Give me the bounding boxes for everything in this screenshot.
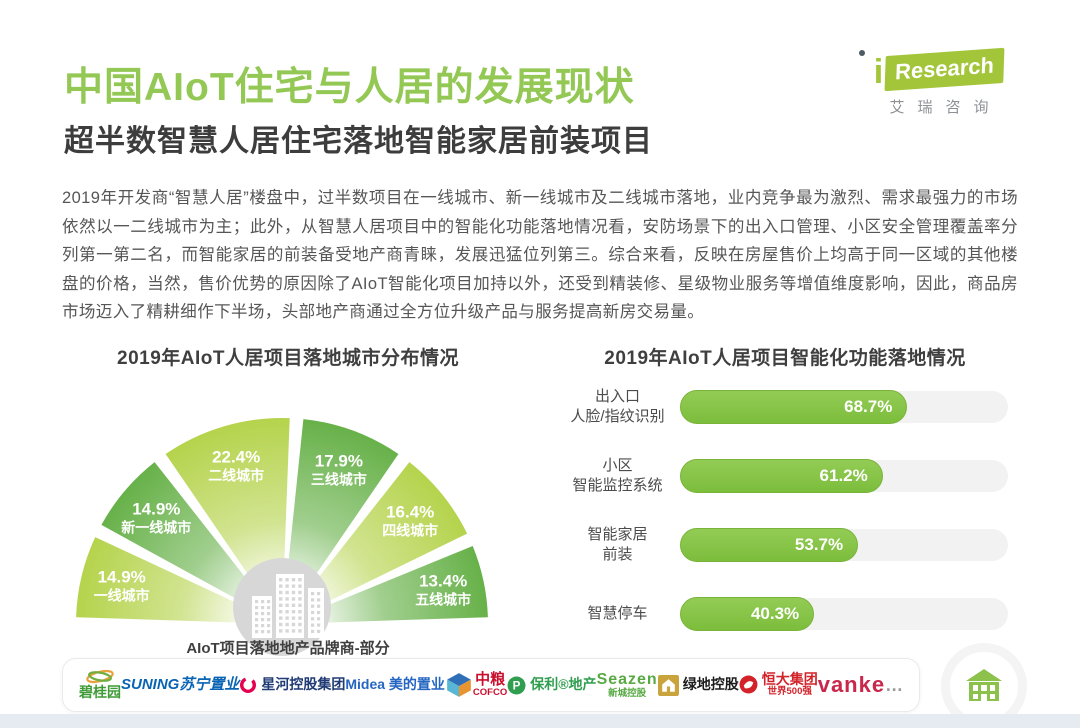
fan-segment bbox=[282, 462, 468, 624]
bar-label: 智慧停车 bbox=[587, 604, 648, 622]
ring-icon bbox=[240, 676, 257, 694]
brand-cube bbox=[445, 672, 473, 698]
summary-paragraph: 2019年开发商“智慧人居”楼盘中，过半数项目在一线城市、新一线城市及二线城市落… bbox=[62, 189, 1018, 322]
bar-fill: 68.7% bbox=[680, 390, 908, 424]
bar-value: 53.7% bbox=[794, 535, 844, 554]
brands-strip: 碧桂园 SUNING苏宁置业 星河控股集团 Midea 美的置业 中粮 COFCO P 保利®… bbox=[62, 658, 920, 712]
fan-segment-value: 16.4% bbox=[386, 503, 434, 522]
brand-name: 碧桂园 bbox=[79, 684, 121, 701]
fan-segment-label: 三线城市 bbox=[311, 471, 367, 487]
fan-segment-label: 新一线城市 bbox=[121, 520, 191, 536]
buildings-icon bbox=[252, 574, 324, 638]
fan-segment-value: 13.4% bbox=[419, 572, 467, 591]
svg-text:P: P bbox=[513, 679, 521, 692]
bar-track: 68.7% bbox=[680, 390, 1008, 424]
bar-value: 68.7% bbox=[844, 397, 893, 416]
swoosh-icon bbox=[86, 670, 114, 684]
iresearch-logo-mark: i Research bbox=[856, 47, 1022, 92]
brand-bgy: 碧桂园 bbox=[79, 669, 121, 700]
fan-segment-label: 四线城市 bbox=[382, 523, 438, 539]
fan-segment-value: 14.9% bbox=[132, 500, 180, 519]
page-title: 中国AIoT住宅与人居的发展现状 bbox=[64, 66, 635, 109]
bar-row: 出入口 人脸/指纹识别 68.7% bbox=[555, 388, 1020, 425]
brand-name: 绿地控股 bbox=[682, 676, 739, 693]
poly-p-icon: P bbox=[507, 676, 526, 694]
fan-chart: 14.9%一线城市14.9%新一线城市22.4%二线城市17.9%三线城市16.… bbox=[76, 417, 488, 656]
brand-xinghe: 星河控股集团 bbox=[239, 676, 345, 694]
bar-fill: 53.7% bbox=[680, 528, 859, 562]
fan-segment bbox=[101, 462, 283, 624]
brand-name: 保利®地产 bbox=[530, 676, 597, 693]
iresearch-i-dot bbox=[859, 50, 865, 56]
iresearch-logo: i Research 艾瑞咨询 bbox=[856, 47, 1022, 117]
brand-name: vanke bbox=[817, 671, 886, 697]
more-brands-ellipsis: … bbox=[885, 674, 906, 695]
bar-chart-title: 2019年AIoT人居项目智能化功能落地情况 bbox=[604, 348, 966, 369]
bar-value: 40.3% bbox=[750, 604, 800, 623]
fan-chart-area: 14.9% 一线城市 14.9% 新一线城市 22.4% 二线城市 17.9% 三线城市 16.… bbox=[52, 386, 512, 674]
bar-fill: 40.3% bbox=[680, 597, 815, 631]
iresearch-flag: Research bbox=[884, 47, 1005, 92]
fan-chart-title: 2019年AIoT人居项目落地城市分布情况 bbox=[117, 348, 459, 369]
iresearch-i: i bbox=[873, 53, 884, 91]
brand-greenland: 绿地控股 bbox=[657, 674, 739, 696]
brand-cofco: 中粮 COFCO bbox=[472, 670, 508, 699]
bar-row: 智慧停车 40.3% bbox=[555, 597, 1020, 631]
bar-label: 小区 智能监控系统 bbox=[572, 456, 663, 494]
cube-icon bbox=[447, 673, 471, 697]
bar-track: 61.2% bbox=[680, 459, 1008, 493]
brand-suning: SUNING苏宁置业 bbox=[121, 675, 240, 694]
brand-name: 中粮 COFCO bbox=[472, 670, 508, 699]
bar-label: 出入口 人脸/指纹识别 bbox=[570, 387, 665, 425]
fan-segment-value: 14.9% bbox=[98, 568, 146, 587]
brand-midea: Midea 美的置业 bbox=[345, 676, 445, 693]
brand-name: 恒大集团 世界500强 bbox=[761, 671, 818, 698]
bar-label: 智能家居 前装 bbox=[587, 525, 648, 563]
bottom-band bbox=[0, 714, 1080, 728]
fan-segment-label: 二线城市 bbox=[208, 468, 264, 484]
fan-segment-value: 22.4% bbox=[212, 448, 260, 467]
fan-segment-label: 五线城市 bbox=[415, 592, 471, 608]
bar-track: 40.3% bbox=[680, 597, 1008, 631]
evergrande-emblem-icon bbox=[739, 676, 758, 694]
brand-poly: P 保利®地产 bbox=[507, 676, 597, 695]
brand-seazen: Seazen 新城控股 bbox=[597, 671, 658, 699]
brands-strip-label: AIoT项目落地地产品牌商-部分 bbox=[186, 640, 390, 657]
house-icon bbox=[966, 669, 1002, 701]
bar-value: 61.2% bbox=[819, 466, 868, 485]
brand-evergrande: 恒大集团 世界500强 bbox=[739, 671, 818, 698]
gold-house-icon bbox=[657, 674, 679, 696]
fan-segment bbox=[76, 537, 282, 624]
brand-name: Seazen 新城控股 bbox=[596, 670, 658, 699]
brand-vanke: vanke bbox=[817, 671, 886, 697]
bar-fill: 61.2% bbox=[680, 459, 883, 493]
brand-name: SUNING苏宁置业 bbox=[121, 675, 240, 693]
brand-name: Midea 美的置业 bbox=[345, 676, 445, 693]
brand-name: 星河控股集团 bbox=[261, 676, 346, 693]
page-subtitle: 超半数智慧人居住宅落地智能家居前装项目 bbox=[64, 125, 653, 158]
bar-chart: 出入口 人脸/指纹识别 68.7% 小区 智能监控系统 61.2% 智能家居 前装 53.7% 智… bbox=[555, 383, 1020, 667]
fan-segment bbox=[282, 546, 488, 624]
bar-row: 智能家居 前装 53.7% bbox=[555, 526, 1020, 563]
bar-track: 53.7% bbox=[680, 528, 1008, 562]
fan-segment-value: 17.9% bbox=[315, 451, 363, 470]
iresearch-chinese-name: 艾瑞咨询 bbox=[889, 99, 1002, 116]
bar-row: 小区 智能监控系统 61.2% bbox=[555, 457, 1020, 494]
fan-segment-label: 一线城市 bbox=[94, 588, 150, 604]
